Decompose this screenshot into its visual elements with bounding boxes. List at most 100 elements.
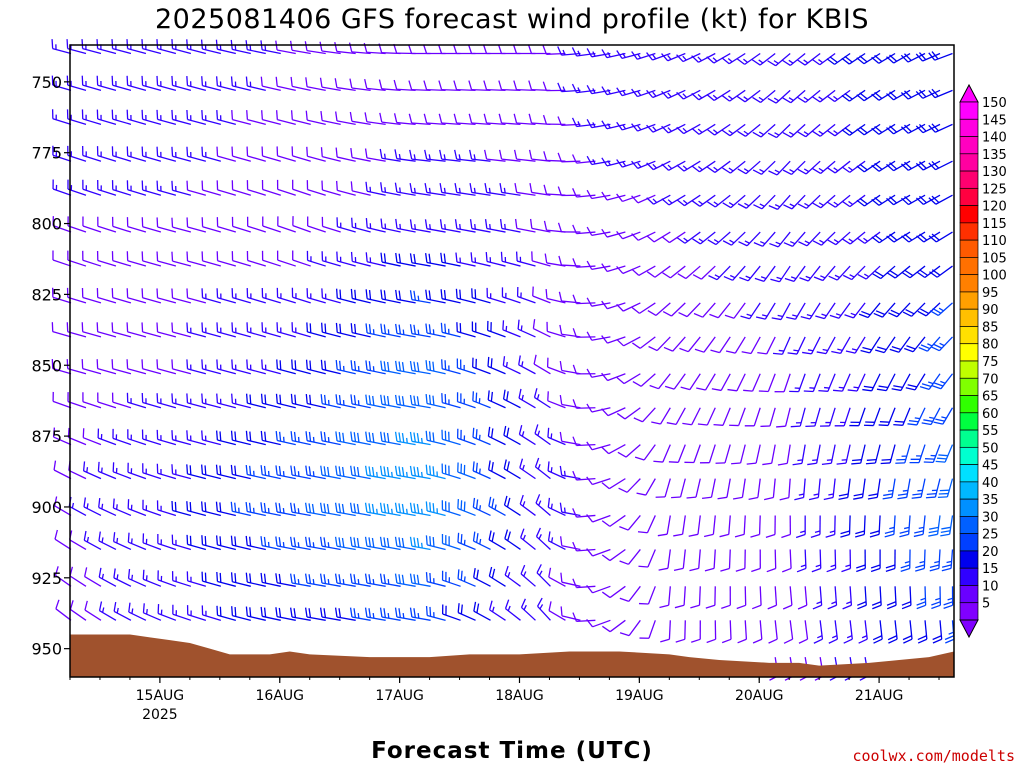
wind-barb xyxy=(320,111,341,125)
wind-barb xyxy=(365,218,386,233)
wind-barb xyxy=(619,515,641,531)
wind-barb xyxy=(171,109,192,125)
wind-barb xyxy=(260,393,281,409)
colorbar-swatch xyxy=(959,170,979,189)
wind-barb xyxy=(792,444,806,466)
wind-barb xyxy=(441,604,461,621)
wind-barb xyxy=(520,598,536,621)
wind-barb xyxy=(304,41,326,55)
credit-link[interactable]: coolwx.com/modelts xyxy=(852,747,1015,765)
wind-barb xyxy=(320,431,341,446)
wind-barb xyxy=(409,502,431,517)
wind-barb xyxy=(335,322,356,338)
wind-barb xyxy=(536,597,551,621)
colorbar-swatch xyxy=(959,446,979,465)
wind-barb xyxy=(746,444,761,465)
wind-barb xyxy=(826,160,851,174)
wind-barb xyxy=(394,536,416,551)
wind-barb xyxy=(364,536,386,551)
wind-barb xyxy=(216,110,236,125)
colorbar-swatch xyxy=(959,222,979,241)
wind-barb xyxy=(82,250,102,267)
wind-barb xyxy=(126,109,147,125)
wind-barb xyxy=(306,288,326,304)
wind-barb xyxy=(409,394,431,409)
wind-barb xyxy=(409,607,431,621)
wind-barb xyxy=(379,573,401,587)
wind-barb xyxy=(900,160,926,171)
wind-barb xyxy=(559,536,581,551)
wind-barb xyxy=(380,289,401,304)
wind-barb xyxy=(51,359,72,375)
wind-barb xyxy=(842,231,866,245)
wind-barb xyxy=(731,444,746,465)
wind-barb xyxy=(572,364,596,375)
wind-barb xyxy=(96,250,117,267)
colorbar-label: 120 xyxy=(982,200,1007,215)
wind-barb xyxy=(441,500,461,517)
wind-barb xyxy=(794,478,806,501)
wind-barb xyxy=(743,373,761,392)
wind-barb xyxy=(498,80,521,91)
wind-barb xyxy=(586,548,611,557)
wind-barb xyxy=(157,604,177,621)
wind-barb xyxy=(707,231,731,246)
wind-barb xyxy=(334,536,356,551)
wind-barb xyxy=(915,549,926,572)
wind-barb xyxy=(201,251,222,267)
wind-barb xyxy=(543,151,566,162)
wind-barb xyxy=(320,394,341,409)
wind-barb xyxy=(503,425,521,446)
wind-barb xyxy=(52,427,72,446)
wind-barb xyxy=(601,49,626,59)
wind-barb xyxy=(66,109,87,125)
wind-barb xyxy=(469,149,491,162)
wind-barb xyxy=(51,39,72,55)
wind-barb xyxy=(752,89,776,104)
wind-barb xyxy=(547,497,566,517)
colorbar-bottom-arrow xyxy=(959,619,979,639)
wind-barb xyxy=(787,336,806,355)
wind-barb xyxy=(639,620,656,639)
wind-barb xyxy=(532,286,551,304)
wind-barb xyxy=(651,407,671,425)
wind-barb xyxy=(518,388,536,409)
wind-barb xyxy=(943,586,954,609)
wind-barb xyxy=(661,89,686,99)
wind-barb xyxy=(840,515,851,538)
wind-barb xyxy=(111,180,132,196)
wind-barb xyxy=(231,110,251,125)
wind-barb xyxy=(797,194,821,209)
wind-barb xyxy=(502,389,521,409)
wind-barb xyxy=(472,357,491,375)
wind-barb xyxy=(729,407,746,427)
wind-barb xyxy=(156,180,177,196)
wind-barb xyxy=(425,572,446,587)
wind-barb xyxy=(842,265,866,281)
wind-barb xyxy=(51,287,72,304)
wind-barb xyxy=(408,113,431,126)
wind-barb xyxy=(260,536,281,551)
wind-barb xyxy=(425,323,446,338)
wind-barb xyxy=(690,620,701,643)
wind-barb xyxy=(545,288,566,304)
wind-barb xyxy=(812,231,836,246)
wind-barb xyxy=(81,109,102,125)
wind-barb xyxy=(469,182,491,196)
colorbar-swatch xyxy=(959,464,979,483)
wind-barb xyxy=(409,324,431,338)
wind-barb xyxy=(518,425,536,446)
wind-barb xyxy=(886,160,911,172)
wind-barb xyxy=(691,52,716,63)
wind-barb xyxy=(394,573,416,587)
wind-barb xyxy=(534,457,551,480)
wind-barb xyxy=(828,265,851,281)
wind-barb xyxy=(572,578,596,589)
colorbar-label: 35 xyxy=(982,493,999,508)
wind-barb xyxy=(350,288,371,304)
wind-barb xyxy=(542,81,566,92)
wind-barb xyxy=(186,251,207,267)
wind-barb xyxy=(841,123,866,136)
wind-barb xyxy=(856,52,881,65)
